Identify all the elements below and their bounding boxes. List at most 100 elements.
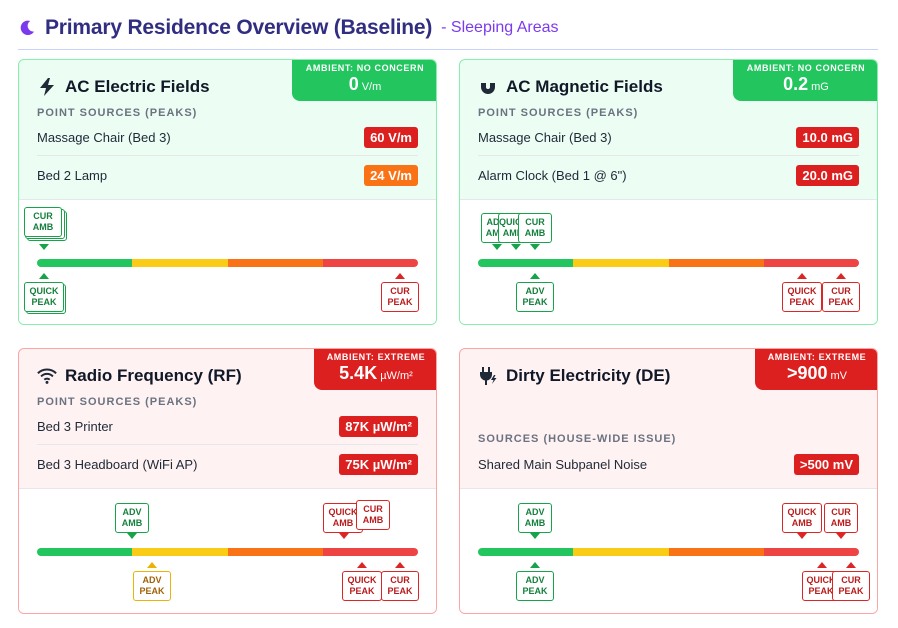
source-row: Shared Main Subpanel Noise >500 mV — [478, 446, 859, 482]
ambient-value: 0 V/m — [304, 74, 426, 95]
source-row: Bed 3 Headboard (WiFi AP) 75K µW/m² — [37, 446, 418, 482]
gauge-marker-adv-peak: ADV PEAK — [133, 571, 171, 601]
gauge-marker-adv-peak: ADV PEAK — [516, 571, 554, 601]
card-ac-electric: AC Electric Fields AMBIENT: NO CONCERN 0… — [18, 59, 437, 325]
ambient-number: 5.4K — [339, 363, 378, 383]
source-value-badge: 24 V/m — [364, 164, 418, 186]
ambient-badge: AMBIENT: NO CONCERN 0.2 mG — [733, 60, 877, 101]
card-ac-magnetic: AC Magnetic Fields AMBIENT: NO CONCERN 0… — [459, 59, 878, 325]
lightning-icon — [37, 77, 57, 97]
source-name: Shared Main Subpanel Noise — [478, 456, 648, 472]
wifi-icon — [37, 366, 57, 386]
gauge-marker-quick-peak: QUICK PEAK — [24, 282, 64, 312]
page-title: Primary Residence Overview (Baseline) — [45, 16, 433, 39]
source-row: Bed 2 Lamp 24 V/m — [37, 157, 418, 193]
gauge-marker-cur-amb: CUR AMB — [356, 500, 390, 530]
card-title: AC Magnetic Fields — [478, 76, 663, 98]
card-title-text: AC Magnetic Fields — [506, 77, 663, 96]
plug-icon — [478, 366, 498, 386]
marker-pointer — [339, 533, 349, 539]
marker-pointer — [530, 273, 540, 279]
moon-icon — [20, 20, 35, 36]
ambient-label: AMBIENT: EXTREME — [326, 352, 426, 362]
ambient-number: >900 — [786, 363, 828, 383]
ambient-unit: mV — [830, 370, 848, 382]
ambient-unit: µW/m² — [380, 370, 413, 382]
gauge: ADV AMB QUICK AMB CUR AMB ADV PEAK QUICK PEAK… — [19, 488, 436, 613]
page-subtitle: - Sleeping Areas — [441, 19, 559, 36]
gauge-marker-quick-peak: QUICK PEAK — [342, 571, 382, 601]
ambient-number: 0.2 — [783, 74, 809, 94]
ambient-value: 0.2 mG — [745, 74, 867, 95]
gauge: ADV AMB QUICK AMB CUR AMB ADV PEAK QUICK PEAK… — [460, 199, 877, 324]
gauge-marker-cur-amb: CUR AMB — [24, 207, 62, 237]
marker-pointer — [395, 273, 405, 279]
gauge-marker-cur-amb: CUR AMB — [518, 213, 552, 243]
magnet-icon — [478, 77, 498, 97]
source-value-badge: 87K µW/m² — [339, 416, 418, 437]
gauge-marker-quick-amb: QUICK AMB — [782, 503, 822, 533]
marker-pointer — [357, 562, 367, 568]
section-label: POINT SOURCES (PEAKS) — [37, 396, 198, 408]
gauge-marker-cur-peak: CUR PEAK — [381, 282, 419, 312]
card-title: Dirty Electricity (DE) — [478, 365, 670, 387]
marker-pointer — [511, 244, 521, 250]
section-label: SOURCES (HOUSE-WIDE ISSUE) — [478, 433, 677, 445]
card-title-text: Dirty Electricity (DE) — [506, 366, 671, 385]
marker-pointer — [836, 533, 846, 539]
marker-pointer — [817, 562, 827, 568]
ambient-value: >900 mV — [767, 363, 867, 384]
source-value-badge: >500 mV — [793, 453, 859, 475]
gauge-marker-cur-peak: CUR PEAK — [381, 571, 419, 601]
card-title-text: AC Electric Fields — [65, 77, 210, 96]
source-row: Bed 3 Printer 87K µW/m² — [37, 409, 418, 445]
gauge-bar — [478, 259, 859, 267]
marker-pointer — [530, 244, 540, 250]
source-name: Massage Chair (Bed 3) — [37, 130, 171, 145]
source-row: Massage Chair (Bed 3) 10.0 mG — [478, 120, 859, 156]
card-title-text: Radio Frequency (RF) — [65, 366, 242, 385]
ambient-value: 5.4K µW/m² — [326, 363, 426, 384]
gauge-marker-cur-peak: CUR PEAK — [832, 571, 870, 601]
ambient-badge: AMBIENT: NO CONCERN 0 V/m — [292, 60, 436, 101]
ambient-label: AMBIENT: NO CONCERN — [746, 63, 866, 73]
marker-pointer — [797, 533, 807, 539]
gauge-marker-cur-amb: CUR AMB — [824, 503, 858, 533]
marker-pointer — [836, 273, 846, 279]
ambient-unit: V/m — [361, 81, 382, 93]
gauge-marker-quick-peak: QUICK PEAK — [782, 282, 822, 312]
ambient-badge: AMBIENT: EXTREME >900 mV — [755, 349, 877, 390]
section-label: POINT SOURCES (PEAKS) — [37, 107, 198, 119]
source-row: Massage Chair (Bed 3) 60 V/m — [37, 120, 418, 156]
source-name: Bed 3 Headboard (WiFi AP) — [37, 456, 198, 472]
header-divider — [18, 49, 878, 50]
page-header: Primary Residence Overview (Baseline) - … — [18, 13, 559, 43]
gauge-bar — [37, 548, 418, 556]
card-title: AC Electric Fields — [37, 76, 210, 98]
gauge-bar — [478, 548, 859, 556]
marker-pointer — [530, 562, 540, 568]
marker-pointer — [797, 273, 807, 279]
marker-pointer — [147, 562, 157, 568]
source-name: Massage Chair (Bed 3) — [478, 130, 612, 145]
marker-pointer — [39, 244, 49, 250]
gauge: ADV AMB QUICK AMB CUR AMB ADV PEAK QUICK PEAK… — [460, 488, 877, 613]
gauge-marker-cur-peak: CUR PEAK — [822, 282, 860, 312]
ambient-number: 0 — [348, 74, 359, 94]
ambient-badge: AMBIENT: EXTREME 5.4K µW/m² — [314, 349, 436, 390]
marker-pointer — [127, 533, 137, 539]
card-dirty-electricity: Dirty Electricity (DE) AMBIENT: EXTREME … — [459, 348, 878, 614]
source-row: Alarm Clock (Bed 1 @ 6") 20.0 mG — [478, 157, 859, 193]
marker-pointer — [39, 273, 49, 279]
source-value-badge: 10.0 mG — [796, 127, 859, 148]
marker-pointer — [530, 533, 540, 539]
source-name: Alarm Clock (Bed 1 @ 6") — [478, 167, 627, 183]
source-name: Bed 2 Lamp — [37, 167, 108, 183]
card-title: Radio Frequency (RF) — [37, 365, 242, 387]
source-value-badge: 60 V/m — [364, 127, 418, 148]
source-value-badge: 20.0 mG — [796, 164, 859, 186]
source-value-badge: 75K µW/m² — [339, 453, 418, 475]
ambient-label: AMBIENT: NO CONCERN — [305, 63, 425, 73]
source-name: Bed 3 Printer — [37, 419, 113, 434]
